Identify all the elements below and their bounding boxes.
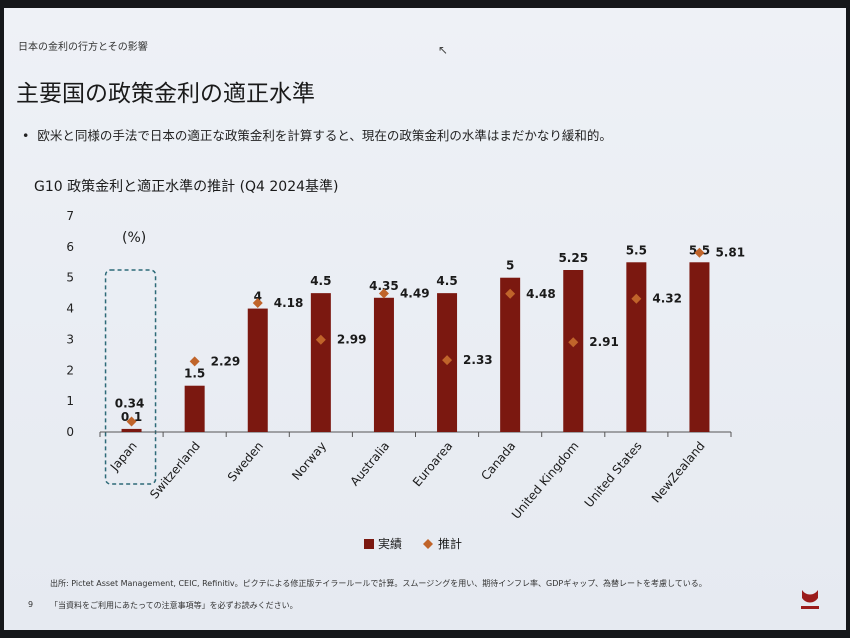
y-tick-label: 3 (66, 332, 74, 346)
category-label: Norway (289, 439, 329, 483)
marker-estimate (442, 355, 453, 366)
marker-estimate (315, 334, 326, 345)
category-label: Japan (107, 439, 140, 474)
marker-value-label: 2.99 (337, 333, 367, 347)
legend-bar-swatch (364, 539, 374, 549)
bar-actual (563, 270, 584, 432)
category-label: NewZealand (649, 439, 708, 505)
y-tick-label: 7 (66, 209, 74, 223)
source-note: 出所: Pictet Asset Management, CEIC, Refin… (50, 579, 707, 588)
bar-actual (121, 428, 142, 432)
marker-estimate (694, 247, 705, 258)
y-tick-label: 0 (66, 425, 74, 439)
category-label: Australia (347, 439, 392, 489)
marker-value-label: 2.33 (463, 353, 493, 367)
bar-value-label: 5.25 (558, 251, 588, 265)
marker-value-label: 5.81 (715, 246, 745, 260)
marker-value-label: 4.18 (274, 296, 304, 310)
bar-actual (373, 297, 394, 432)
category-label: Euroarea (410, 439, 455, 489)
bar-value-label: 4.5 (436, 274, 457, 288)
legend-marker-label: 推計 (438, 536, 462, 551)
marker-estimate (631, 293, 642, 304)
bar-actual (184, 385, 205, 432)
marker-estimate (126, 416, 137, 427)
y-tick-label: 2 (66, 363, 74, 377)
bullet-content: 欧米と同様の手法で日本の適正な政策金利を計算すると、現在の政策金利の水準はまだか… (37, 128, 612, 143)
bar-value-label: 1.5 (184, 367, 205, 381)
bar-value-label: 4.35 (369, 279, 399, 293)
y-tick-label: 6 (66, 240, 74, 254)
bar-actual (310, 293, 331, 432)
japan-highlight-box (104, 269, 157, 485)
category-label: Sweden (225, 439, 266, 484)
unit-label: (%) (122, 230, 147, 246)
bar-value-label: 5.5 (626, 243, 647, 257)
category-label: United States (582, 439, 645, 510)
marker-value-label: 4.49 (400, 286, 430, 300)
marker-value-label: 0.34 (115, 397, 145, 411)
bar-value-label: 5 (506, 259, 514, 273)
legend-marker-swatch (423, 539, 433, 549)
bar-value-label: 4 (254, 290, 262, 304)
mouse-cursor-icon: ↖ (438, 43, 449, 57)
marker-value-label: 4.48 (526, 287, 556, 301)
marker-estimate (189, 356, 200, 367)
category-label: Canada (478, 439, 518, 483)
bar-actual (689, 262, 710, 432)
slide: 日本の金利の行方とその影響 ↖ 主要国の政策金利の適正水準 • 欧米と同様の手法… (4, 8, 846, 630)
marker-value-label: 2.29 (211, 354, 241, 368)
y-tick-label: 4 (66, 302, 74, 316)
y-tick-label: 5 (66, 271, 74, 285)
legend-bar-label: 実績 (378, 536, 402, 551)
bar-actual (247, 308, 268, 432)
bullet-text: • 欧米と同様の手法で日本の適正な政策金利を計算すると、現在の政策金利の水準はま… (22, 125, 612, 144)
category-label: United Kingdom (509, 439, 582, 522)
page-number: 9 (28, 600, 34, 609)
marker-estimate (568, 337, 579, 348)
disclaimer-note: 「当資料をご利用にあたっての注意事項等」を必ずお読みください。 (50, 601, 298, 610)
slide-title: 主要国の政策金利の適正水準 (16, 81, 315, 107)
y-tick-label: 1 (66, 394, 74, 408)
bar-value-label: 4.5 (310, 274, 331, 288)
bar-actual (500, 277, 521, 432)
slide-header: 日本の金利の行方とその影響 (18, 42, 148, 53)
bar-actual (626, 262, 647, 432)
chart-title: G10 政策金利と適正水準の推計 (Q4 2024基準) (34, 179, 339, 195)
marker-estimate (378, 288, 389, 299)
chart: 012345670.10.34Japan1.52.29Switzerland44… (66, 209, 745, 551)
marker-value-label: 2.91 (589, 335, 619, 349)
bullet-dot: • (22, 128, 38, 143)
marker-value-label: 4.32 (652, 292, 682, 306)
marker-estimate (252, 298, 263, 309)
company-logo-icon (799, 586, 821, 616)
marker-estimate (505, 288, 516, 299)
